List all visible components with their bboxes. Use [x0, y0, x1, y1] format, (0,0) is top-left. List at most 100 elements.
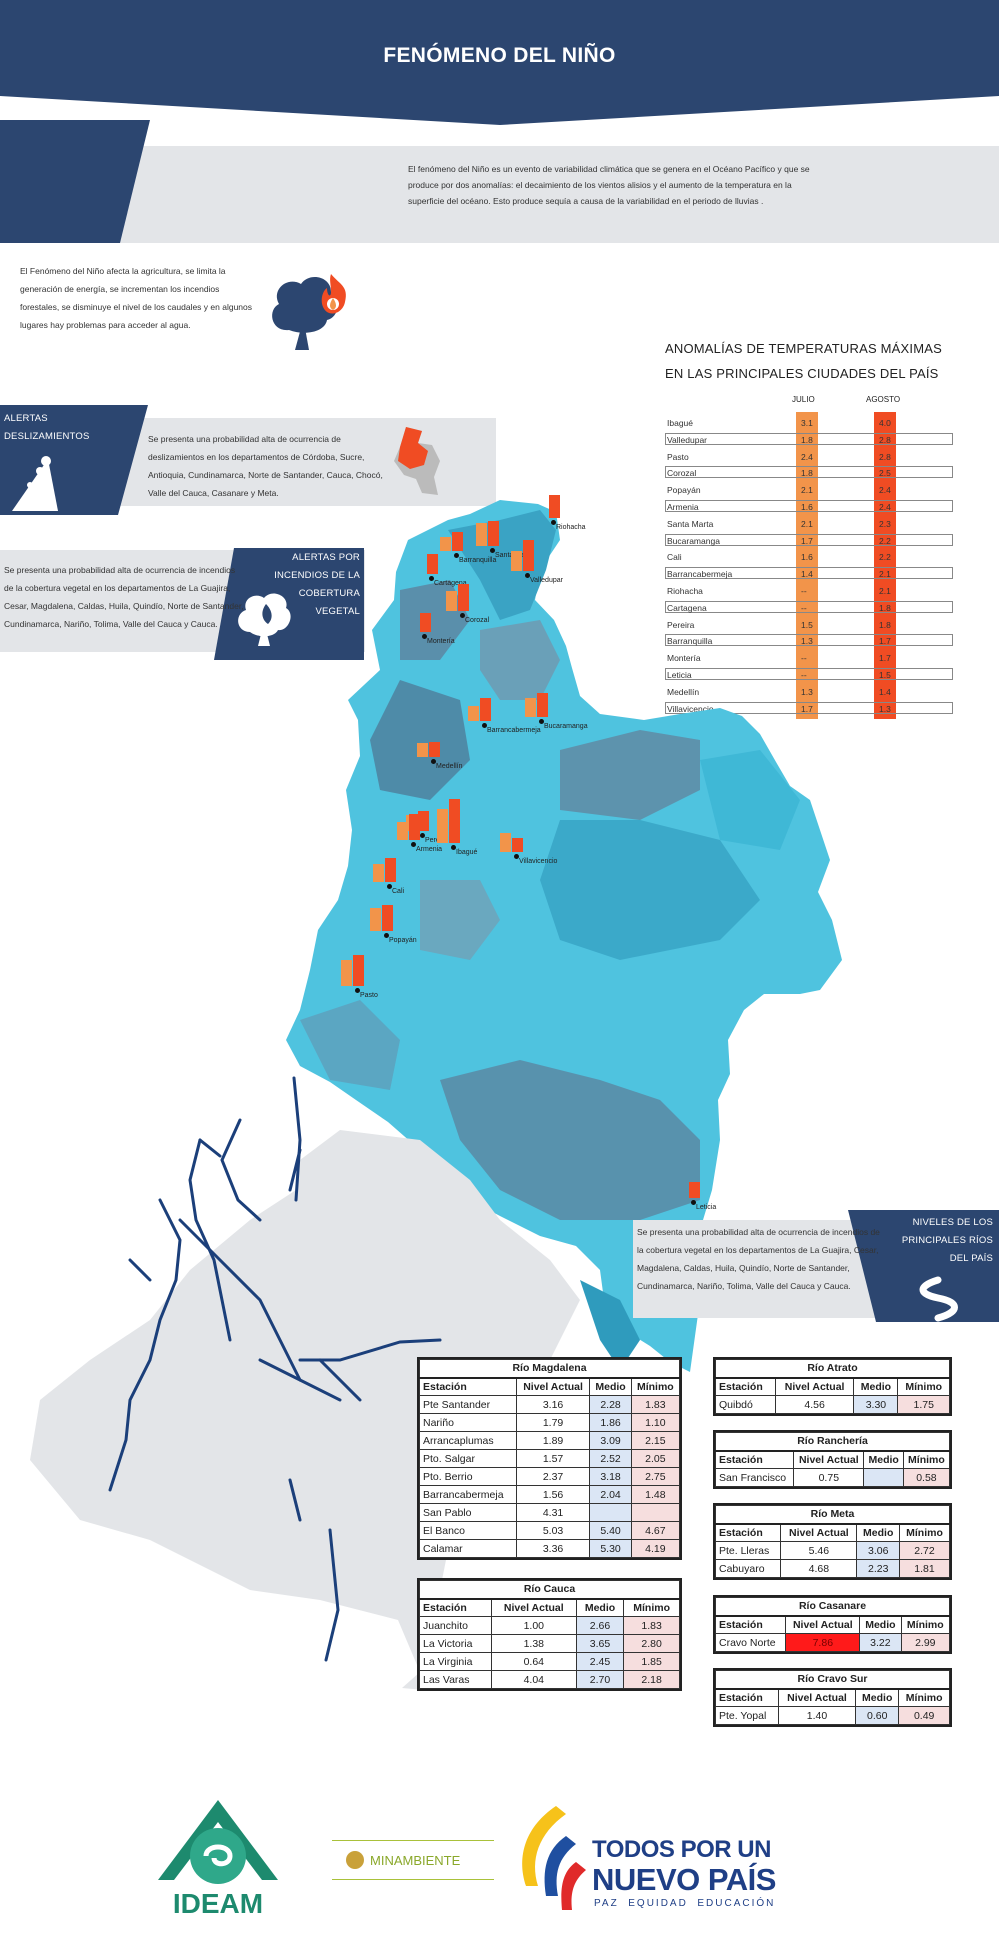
level-medium: 2.45 — [575, 1652, 625, 1671]
anomaly-city: Santa Marta — [667, 518, 714, 529]
level-current: 4.68 — [780, 1559, 858, 1578]
level-medium: 0.60 — [855, 1706, 900, 1725]
level-minimum: 0.58 — [902, 1468, 951, 1487]
station-name: Pto. Berrio — [419, 1467, 517, 1486]
anomaly-agosto-value: 2.1 — [879, 586, 891, 596]
agosto-bar — [537, 692, 548, 717]
julio-column-bar — [796, 412, 818, 719]
station-name: Juanchito — [419, 1616, 492, 1635]
level-minimum: 2.18 — [623, 1670, 680, 1689]
anomaly-row: Riohacha -- 2.1 — [665, 584, 953, 598]
intro-tab — [0, 120, 150, 243]
station-name: La Virginia — [419, 1652, 492, 1671]
todos-line2: NUEVO PAÍS — [592, 1862, 776, 1897]
anomaly-row: Valledupar 1.8 2.8 — [665, 432, 953, 447]
level-current: 4.56 — [774, 1395, 855, 1414]
level-medium — [589, 1503, 632, 1522]
rivers-note-text: Se presenta una probabilidad alta de ocu… — [637, 1227, 880, 1291]
level-medium: 3.06 — [856, 1541, 901, 1560]
fires-text: Se presenta una probabilidad alta de ocu… — [4, 565, 244, 629]
level-current: 1.00 — [490, 1616, 577, 1635]
anomaly-agosto-value: 4.0 — [879, 418, 891, 428]
table-row: Pte. Lleras 5.46 3.06 2.72 — [714, 1541, 950, 1560]
agosto-bar — [385, 857, 396, 882]
agosto-bar — [523, 540, 534, 571]
level-minimum: 4.67 — [630, 1521, 681, 1540]
anomaly-row: Villavicencio 1.7 1.3 — [665, 701, 953, 716]
table-row: Juanchito 1.00 2.66 1.83 — [419, 1616, 680, 1635]
anomaly-row: Bucaramanga 1.7 2.2 — [665, 533, 953, 548]
level-minimum: 1.81 — [899, 1559, 950, 1578]
city-marker — [490, 548, 495, 553]
agosto-column-bar — [874, 412, 896, 719]
anomaly-agosto-value: 2.8 — [879, 451, 891, 462]
table-row: El Banco 5.03 5.40 4.67 — [419, 1521, 681, 1540]
todos-flag-icon — [522, 1806, 586, 1910]
city-marker — [454, 553, 459, 558]
anomaly-city: Ibagué — [667, 418, 693, 428]
column-header: Medio — [863, 1450, 904, 1469]
city-label: Cartagena — [434, 580, 467, 587]
station-name: Calamar — [419, 1539, 517, 1558]
anomaly-city: Pasto — [667, 451, 689, 462]
anomaly-row: Barrancabermeja 1.4 2.1 — [665, 567, 953, 581]
city-marker — [422, 634, 427, 639]
agosto-bar — [429, 741, 440, 757]
city-marker — [514, 854, 519, 859]
todos-line1: TODOS POR UN — [592, 1836, 771, 1863]
column-header: Mínimo — [623, 1598, 680, 1617]
effects-text: El Fenómeno del Niño afecta la agricultu… — [20, 266, 252, 330]
table-row: Barrancabermeja 1.56 2.04 1.48 — [419, 1485, 681, 1504]
table-row: Arrancaplumas 1.89 3.09 2.15 — [419, 1431, 681, 1450]
julio-bar — [341, 959, 352, 986]
anomaly-agosto-value: 2.4 — [879, 485, 891, 496]
river-table-rancheria: Río Ranchería Estación Nivel Actual Medio Mí… — [713, 1430, 952, 1489]
anomaly-julio-value: -- — [801, 602, 807, 613]
rivers-note-label: NIVELES DE LOS PRINCIPALES RÍOS DEL PAÍS — [901, 1217, 993, 1264]
level-minimum: 1.75 — [897, 1395, 950, 1414]
city-marker — [387, 884, 392, 889]
city-marker — [384, 933, 389, 938]
table-row: Cravo Norte 7.86 3.22 2.99 — [714, 1633, 951, 1652]
anomaly-julio-value: -- — [801, 653, 807, 664]
seal-icon — [346, 1851, 364, 1869]
station-name: Pte Santander — [419, 1395, 517, 1414]
river-table-magdalena: Río Magdalena Estación Nivel Actual Medio Mí… — [417, 1357, 682, 1560]
anomaly-city: Medellín — [667, 686, 700, 697]
anomaly-row: Leticia -- 1.5 — [665, 668, 953, 682]
intro-text: El fenómeno del Niño es un evento de var… — [408, 164, 810, 206]
column-header: Nivel Actual — [793, 1450, 865, 1469]
agosto-bar — [449, 799, 460, 843]
anomaly-row: Corozal 1.8 2.5 — [665, 466, 953, 480]
anomaly-city: Armenia — [667, 502, 699, 512]
anomaly-julio-value: -- — [801, 670, 807, 680]
agosto-bar — [382, 904, 393, 931]
column-header: Medio — [853, 1377, 899, 1396]
column-header: Nivel Actual — [780, 1523, 858, 1542]
agosto-bar — [353, 955, 364, 986]
level-medium: 3.65 — [575, 1634, 625, 1653]
anomaly-city: Montería — [667, 653, 701, 664]
anomaly-city: Villavicencio — [667, 703, 714, 714]
anomalies-title-2: EN LAS PRINCIPALES CIUDADES DEL PAÍS — [665, 366, 939, 381]
city-marker — [525, 573, 530, 578]
level-medium: 5.40 — [589, 1521, 632, 1540]
river-table-title: Río Cravo Sur — [715, 1670, 950, 1690]
anomaly-city: Cali — [667, 552, 682, 563]
city-marker — [355, 988, 360, 993]
anomaly-agosto-value: 2.2 — [879, 552, 891, 563]
level-medium: 2.23 — [856, 1559, 901, 1578]
city-label: Pereira — [425, 837, 448, 844]
level-current: 1.40 — [777, 1706, 857, 1725]
anomaly-row: Cali 1.6 2.2 — [665, 550, 953, 564]
anomaly-row: Ibagué 3.1 4.0 — [665, 416, 953, 430]
column-header: Mínimo — [630, 1377, 681, 1396]
level-medium — [863, 1468, 904, 1487]
city-label: Barranquilla — [459, 557, 497, 564]
anomaly-agosto-value: 2.3 — [879, 518, 891, 529]
column-header: Medio — [575, 1598, 625, 1617]
column-header: Medio — [589, 1377, 632, 1396]
anomaly-julio-value: 1.7 — [801, 703, 813, 714]
river-table-title: Río Meta — [715, 1505, 950, 1525]
table-row: Cabuyaro 4.68 2.23 1.81 — [714, 1559, 950, 1578]
